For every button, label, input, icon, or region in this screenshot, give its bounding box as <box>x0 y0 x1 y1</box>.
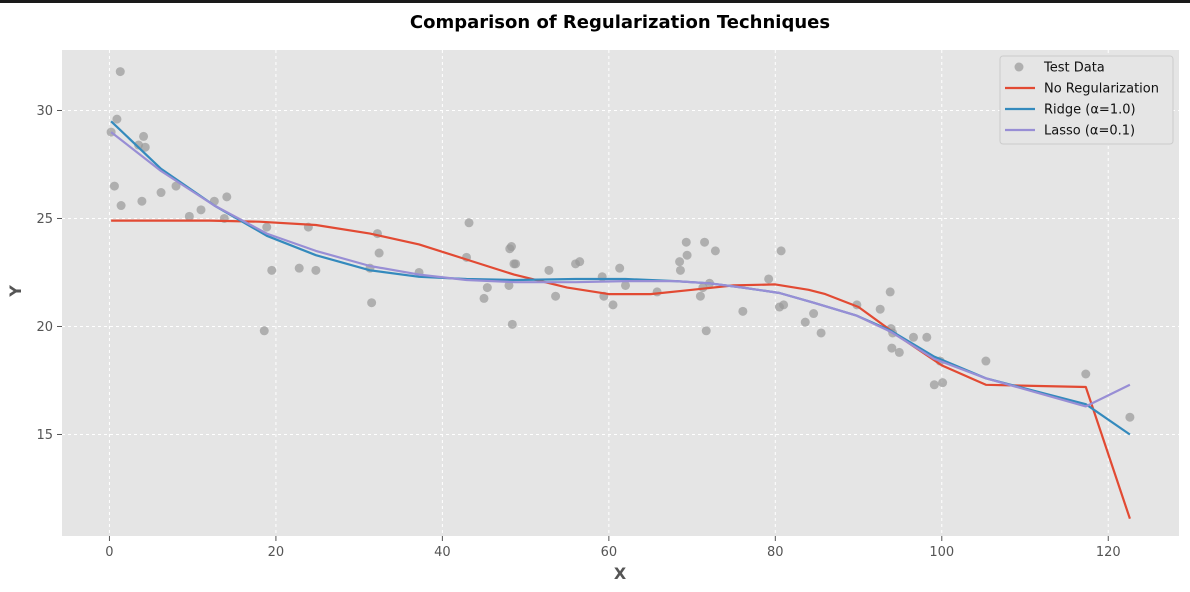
test-data-point <box>184 211 194 221</box>
test-data-point <box>222 192 232 202</box>
legend-label-ridge: Ridge (α=1.0) <box>1044 103 1136 118</box>
y-tick-label: 20 <box>36 320 53 335</box>
test-data-point <box>816 328 826 338</box>
x-tick-label: 20 <box>268 545 285 560</box>
test-data-point <box>620 280 630 290</box>
legend-marker-test-data <box>1014 62 1024 72</box>
test-data-point <box>267 265 277 275</box>
test-data-point <box>575 257 585 267</box>
test-data-point <box>938 378 948 388</box>
test-data-point <box>294 263 304 273</box>
test-data-point <box>675 257 685 267</box>
test-data-point <box>551 291 561 301</box>
test-data-point <box>887 343 897 353</box>
test-data-point <box>374 248 384 258</box>
x-tick-label: 80 <box>767 545 784 560</box>
legend: Test Data No Regularization Ridge (α=1.0) L… <box>999 55 1174 145</box>
test-data-point <box>922 332 932 342</box>
test-data-point <box>544 265 554 275</box>
test-data-point <box>171 181 181 191</box>
x-tick-label: 40 <box>434 545 451 560</box>
test-data-point <box>112 114 122 124</box>
test-data-point <box>479 293 489 303</box>
series-lines <box>110 120 1131 520</box>
test-data-point <box>608 300 618 310</box>
test-data-point <box>701 326 711 336</box>
test-data-point <box>367 298 377 308</box>
x-tick-label: 100 <box>929 545 954 560</box>
test-data-point <box>776 246 786 256</box>
window-top-border <box>0 0 1190 3</box>
grid <box>62 50 1179 536</box>
x-tick-label: 0 <box>105 545 113 560</box>
test-data-point <box>710 246 720 256</box>
test-data-point <box>464 218 474 228</box>
test-data-point <box>506 242 516 252</box>
test-data-point <box>109 181 119 191</box>
test-data-point <box>1125 412 1135 422</box>
legend-label-no-regularization: No Regularization <box>1044 82 1159 97</box>
test-data-point <box>1081 369 1091 379</box>
test-data-point <box>115 67 125 77</box>
test-data-point <box>695 291 705 301</box>
y-tick-label: 15 <box>36 428 53 443</box>
axis-ticks: 0 20 40 60 80 100 120 15 20 25 30 <box>36 104 1120 560</box>
test-data-point <box>482 283 492 293</box>
test-data-point <box>764 274 774 284</box>
legend-box <box>999 55 1174 145</box>
test-data-point <box>615 263 625 273</box>
test-data-point <box>894 347 904 357</box>
test-data-points <box>106 67 1135 422</box>
test-data-point <box>196 205 206 215</box>
test-data-point <box>137 196 147 206</box>
test-data-point <box>738 306 748 316</box>
test-data-point <box>809 309 819 319</box>
test-data-point <box>262 222 272 232</box>
y-tick-label: 30 <box>36 104 53 119</box>
test-data-point <box>116 201 126 211</box>
y-axis-label: Y <box>6 285 25 298</box>
test-data-point <box>507 319 517 329</box>
test-data-point <box>981 356 991 366</box>
test-data-point <box>681 237 691 247</box>
test-data-point <box>139 131 149 141</box>
x-axis-label: X <box>614 564 627 583</box>
y-tick-label: 25 <box>36 212 53 227</box>
test-data-point <box>800 317 810 327</box>
test-data-point <box>511 259 521 269</box>
test-data-point <box>682 250 692 260</box>
test-data-point <box>929 380 939 390</box>
chart-title: Comparison of Regularization Techniques <box>410 12 830 33</box>
test-data-point <box>779 300 789 310</box>
test-data-point <box>140 142 150 152</box>
test-data-point <box>908 332 918 342</box>
test-data-point <box>875 304 885 314</box>
test-data-point <box>652 287 662 297</box>
x-tick-label: 120 <box>1096 545 1121 560</box>
test-data-point <box>259 326 269 336</box>
test-data-point <box>700 237 710 247</box>
test-data-point <box>675 265 685 275</box>
test-data-point <box>311 265 321 275</box>
test-data-point <box>156 188 166 198</box>
test-data-point <box>885 287 895 297</box>
test-data-point <box>504 280 514 290</box>
no-regularization-line <box>111 219 1131 520</box>
x-tick-label: 60 <box>601 545 618 560</box>
legend-label-lasso: Lasso (α=0.1) <box>1044 124 1135 139</box>
lasso-line <box>110 131 1131 408</box>
legend-label-test-data: Test Data <box>1043 61 1105 76</box>
